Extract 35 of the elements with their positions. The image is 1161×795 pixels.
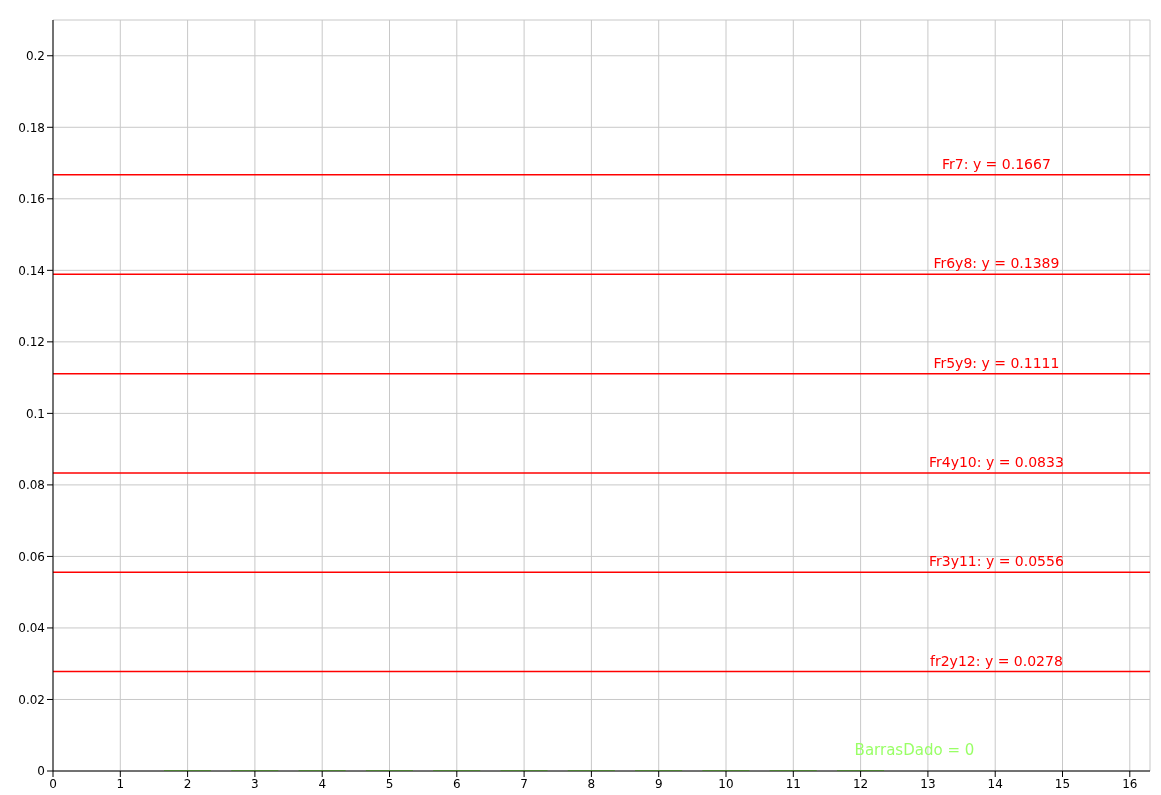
annotation: BarrasDado = 0 — [854, 741, 975, 759]
ref-line-label: Fr5y9: y = 0.1111 — [933, 354, 1060, 371]
y-tick-label: 0.16 — [18, 192, 45, 207]
x-tick-label: 5 — [385, 776, 394, 791]
x-tick-label: 2 — [183, 776, 192, 791]
ref-line-label: Fr7: y = 0.1667 — [942, 155, 1051, 172]
x-tick-label: 1 — [116, 776, 125, 791]
x-tick-label: 9 — [654, 776, 663, 791]
x-tick-label: 10 — [718, 776, 734, 791]
x-tick-label: 13 — [920, 776, 936, 791]
y-tick-label: 0.02 — [18, 692, 45, 707]
x-tick-label: 15 — [1054, 776, 1071, 791]
ref-line-label: Fr3y11: y = 0.0556 — [928, 553, 1064, 570]
x-tick-label: 16 — [1122, 776, 1138, 791]
x-tick-label: 3 — [251, 776, 259, 791]
ref-line-label: Fr6y8: y = 0.1389 — [933, 255, 1060, 272]
x-tick-label: 7 — [520, 776, 528, 791]
x-tick-label: 8 — [587, 776, 596, 791]
x-tick-label: 14 — [987, 776, 1003, 791]
ref-line-label: Fr4y10: y = 0.0833 — [928, 454, 1064, 471]
y-tick-label: 0.14 — [18, 263, 45, 278]
x-tick-label: 6 — [452, 776, 461, 791]
y-tick-label: 0.1 — [25, 406, 45, 421]
y-tick-label: 0.08 — [18, 478, 45, 493]
x-tick-label: 0 — [49, 776, 57, 791]
y-tick-label: 0.18 — [18, 120, 45, 135]
y-tick-label: 0.12 — [18, 335, 45, 350]
y-tick-label: 0.04 — [18, 621, 45, 636]
x-tick-label: 4 — [318, 776, 327, 791]
y-tick-label: 0.2 — [25, 49, 45, 64]
y-tick-label: 0.06 — [18, 549, 45, 564]
x-tick-label: 12 — [852, 776, 869, 791]
ref-line-label: fr2y12: y = 0.0278 — [930, 652, 1063, 669]
y-tick-label: 0 — [37, 764, 45, 779]
x-tick-label: 11 — [785, 776, 801, 791]
